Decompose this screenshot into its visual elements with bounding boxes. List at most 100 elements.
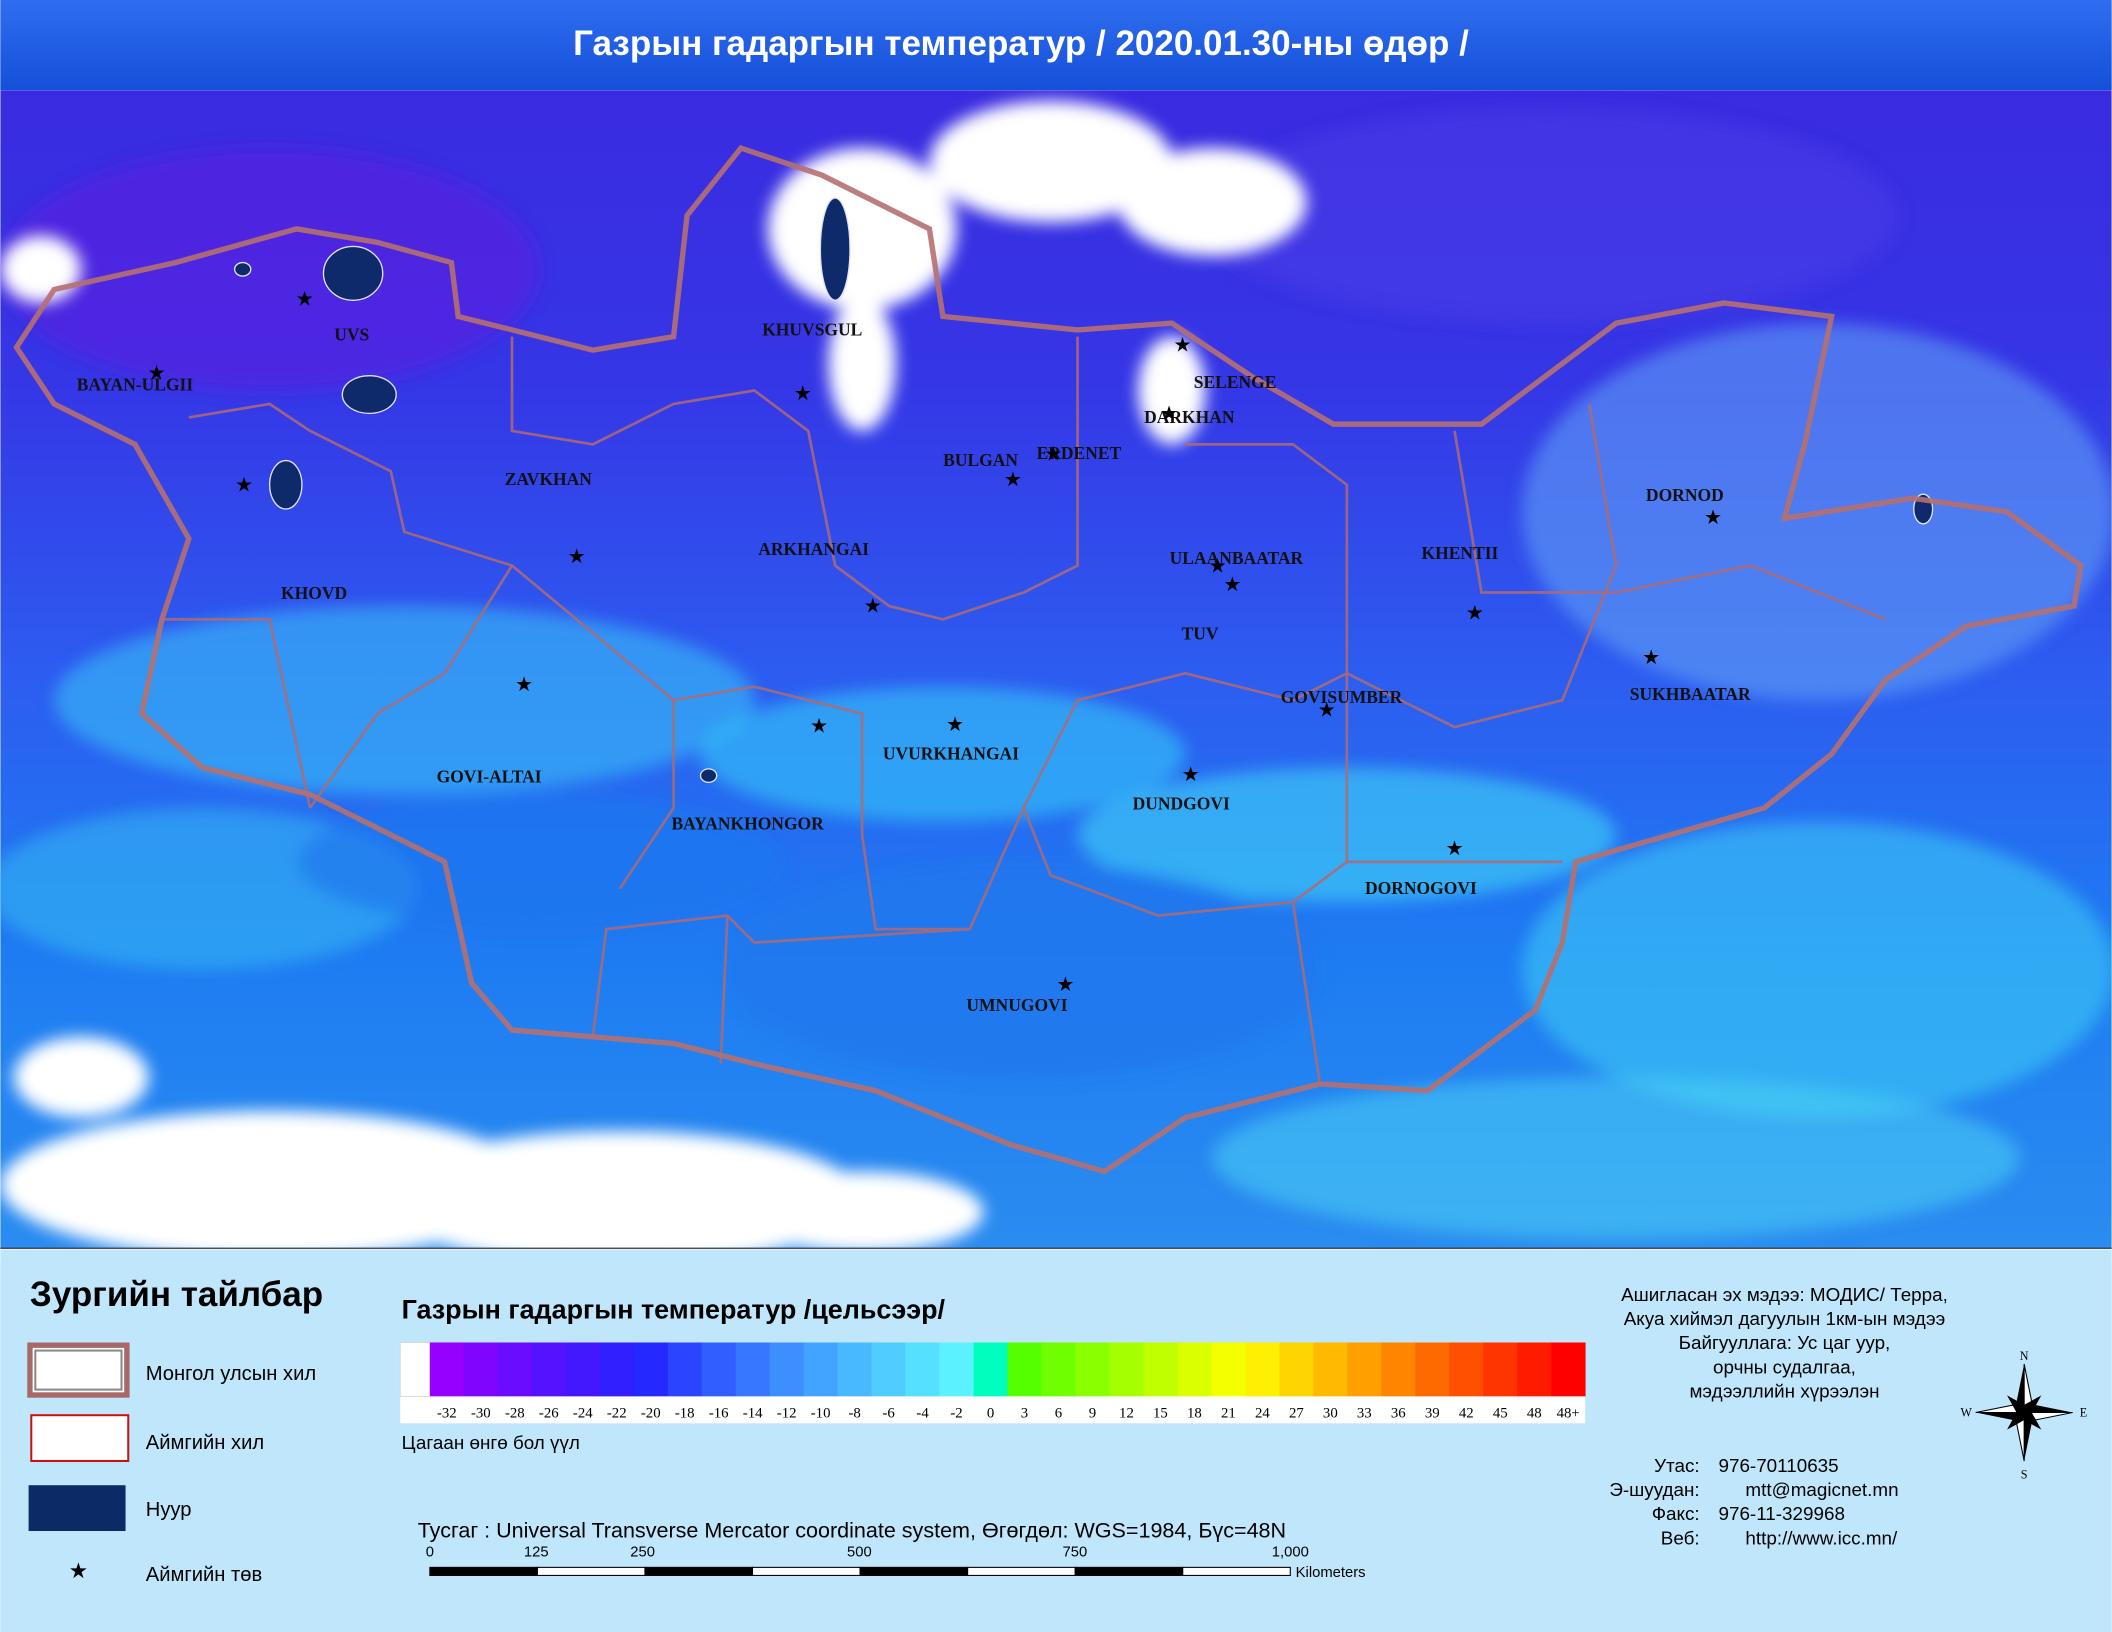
colorbar-cell bbox=[1007, 1342, 1042, 1397]
colorbar-label: -18 bbox=[675, 1405, 695, 1421]
province-label: ULAANBAATAR bbox=[1170, 548, 1304, 568]
scale-label: 500 bbox=[847, 1545, 872, 1561]
cold-zone bbox=[1198, 107, 1899, 324]
lake bbox=[819, 197, 851, 301]
warm-zone bbox=[1212, 1077, 2021, 1239]
colorbar-label: 6 bbox=[1055, 1405, 1062, 1421]
colorbar-label: 15 bbox=[1153, 1405, 1168, 1421]
province-border bbox=[1185, 443, 1349, 674]
cloud bbox=[1138, 336, 1206, 445]
province-label: SELENGE bbox=[1194, 372, 1277, 392]
contact-label: Факс: bbox=[1652, 1503, 1700, 1524]
scale-segment bbox=[1074, 1566, 1184, 1576]
legend-swatch-center: ★ bbox=[69, 1559, 88, 1583]
projection-text: Тусгаг : Universal Transverse Mercator c… bbox=[418, 1519, 1286, 1543]
colorbar-label: -24 bbox=[573, 1405, 593, 1421]
lake bbox=[233, 261, 252, 277]
contact-label: Утас: bbox=[1654, 1455, 1700, 1476]
colorbar-cell bbox=[1551, 1342, 1586, 1397]
province-center: ★ bbox=[235, 474, 253, 496]
scale-label: 125 bbox=[524, 1545, 549, 1561]
province-border bbox=[1453, 430, 1886, 621]
colorbar-cell bbox=[973, 1342, 1008, 1397]
province-center: ★ bbox=[810, 716, 828, 738]
contact-info: Утас: 976-70110635 Э-шуудан: mtt@magicnet.m… bbox=[1609, 1455, 1898, 1549]
colorbar-label: 48+ bbox=[1557, 1405, 1580, 1421]
cloud bbox=[767, 148, 957, 310]
province-border bbox=[161, 618, 312, 809]
colorbar-cell bbox=[1381, 1342, 1416, 1397]
province-center: ★ bbox=[946, 714, 964, 736]
province-label: GOVISUMBER bbox=[1281, 687, 1403, 707]
source-line: Акуа хиймэл дагуулын 1км-ын мэдээ bbox=[1624, 1308, 1946, 1329]
province-label: KHENTII bbox=[1422, 543, 1499, 563]
compass-letters: N E S W bbox=[1961, 1349, 2088, 1481]
cloud bbox=[929, 100, 1172, 223]
colorbar-cell bbox=[735, 1342, 771, 1397]
colorbar-label: 0 bbox=[987, 1405, 994, 1421]
colorbar-label: -10 bbox=[811, 1405, 831, 1421]
colorbar-label: 45 bbox=[1493, 1405, 1508, 1421]
colorbar-cell bbox=[429, 1342, 465, 1397]
province-center: ★ bbox=[147, 363, 165, 385]
colorbar-label: 21 bbox=[1221, 1405, 1236, 1421]
colorbar-label: 48 bbox=[1527, 1405, 1542, 1421]
colorbar-cell bbox=[1279, 1342, 1314, 1397]
province-labels: BAYAN-ULGII UVS KHUVSGUL SELENGE DARKHAN BULG… bbox=[77, 319, 1751, 1015]
legend-title: Зургийн тайлбар bbox=[30, 1275, 323, 1314]
colorbar-cell bbox=[837, 1342, 873, 1397]
compass-diagonal bbox=[2007, 1395, 2042, 1430]
source-line: орчны судалгаа, bbox=[1713, 1356, 1856, 1377]
lakes bbox=[233, 197, 1934, 784]
colorbar-label: 24 bbox=[1255, 1405, 1270, 1421]
cloud bbox=[13, 1036, 149, 1118]
province-border bbox=[719, 915, 729, 1064]
province-label: KHUVSGUL bbox=[762, 319, 862, 339]
colorbar-cell bbox=[1211, 1342, 1246, 1397]
province-centers: ★★★★★★★★★★★★★★★★★★★★★★ bbox=[147, 289, 1722, 996]
province-center: ★ bbox=[1704, 507, 1722, 529]
province-label: DUNDGOVI bbox=[1133, 793, 1230, 813]
province-label: SUKHBAATAR bbox=[1630, 684, 1751, 704]
cloud bbox=[740, 1171, 984, 1249]
province-border bbox=[308, 564, 514, 809]
province-borders bbox=[161, 336, 1886, 1085]
colorbar-label: 30 bbox=[1323, 1405, 1338, 1421]
compass-letter: E bbox=[2080, 1406, 2087, 1420]
colorbar-cell bbox=[531, 1342, 567, 1397]
contact-value: mtt@magicnet.mn bbox=[1745, 1479, 1898, 1500]
colorbar-label: 42 bbox=[1459, 1405, 1474, 1421]
lake bbox=[322, 245, 384, 301]
province-label: UVURKHANGAI bbox=[883, 743, 1019, 763]
colorbar-cell bbox=[1075, 1342, 1110, 1397]
colorbar-label: -14 bbox=[743, 1405, 763, 1421]
warm-zone bbox=[1521, 821, 2112, 1118]
colorbar-cell bbox=[599, 1342, 635, 1397]
legend-swatch-province bbox=[30, 1414, 130, 1463]
province-center: ★ bbox=[1004, 469, 1022, 491]
contact-value: 976-11-329968 bbox=[1718, 1503, 1844, 1524]
legend-items: Монгол улсын хил Аймгийн хил Нуур Аймгийн т… bbox=[146, 1363, 316, 1586]
province-center: ★ bbox=[1044, 444, 1062, 466]
title-bar bbox=[0, 0, 2112, 91]
scale-label: 0 bbox=[426, 1545, 434, 1561]
colorbar-cell bbox=[1143, 1342, 1178, 1397]
province-border bbox=[188, 402, 1618, 931]
province-label: KHOVD bbox=[281, 583, 347, 603]
compass-letter: N bbox=[2020, 1349, 2029, 1363]
colorbar-label: 9 bbox=[1089, 1405, 1096, 1421]
gobi-zone bbox=[727, 861, 1320, 1078]
scale-segment bbox=[859, 1566, 969, 1576]
colorbar-cell bbox=[803, 1342, 839, 1397]
colorbar-label: -28 bbox=[505, 1405, 525, 1421]
colorbar-label: -8 bbox=[848, 1405, 860, 1421]
province-center: ★ bbox=[1209, 555, 1227, 577]
colorbar-label: 33 bbox=[1357, 1405, 1372, 1421]
province-label: ERDENET bbox=[1037, 443, 1122, 463]
map-area: BAYAN-ULGII UVS KHUVSGUL SELENGE DARKHAN BULG… bbox=[0, 90, 2112, 1249]
legend-label: Аймгийн хил bbox=[146, 1432, 264, 1454]
colorbar-label: -2 bbox=[950, 1405, 962, 1421]
source-line: Ашигласан эх мэдээ: МОДИС/ Терра, bbox=[1621, 1284, 1948, 1305]
